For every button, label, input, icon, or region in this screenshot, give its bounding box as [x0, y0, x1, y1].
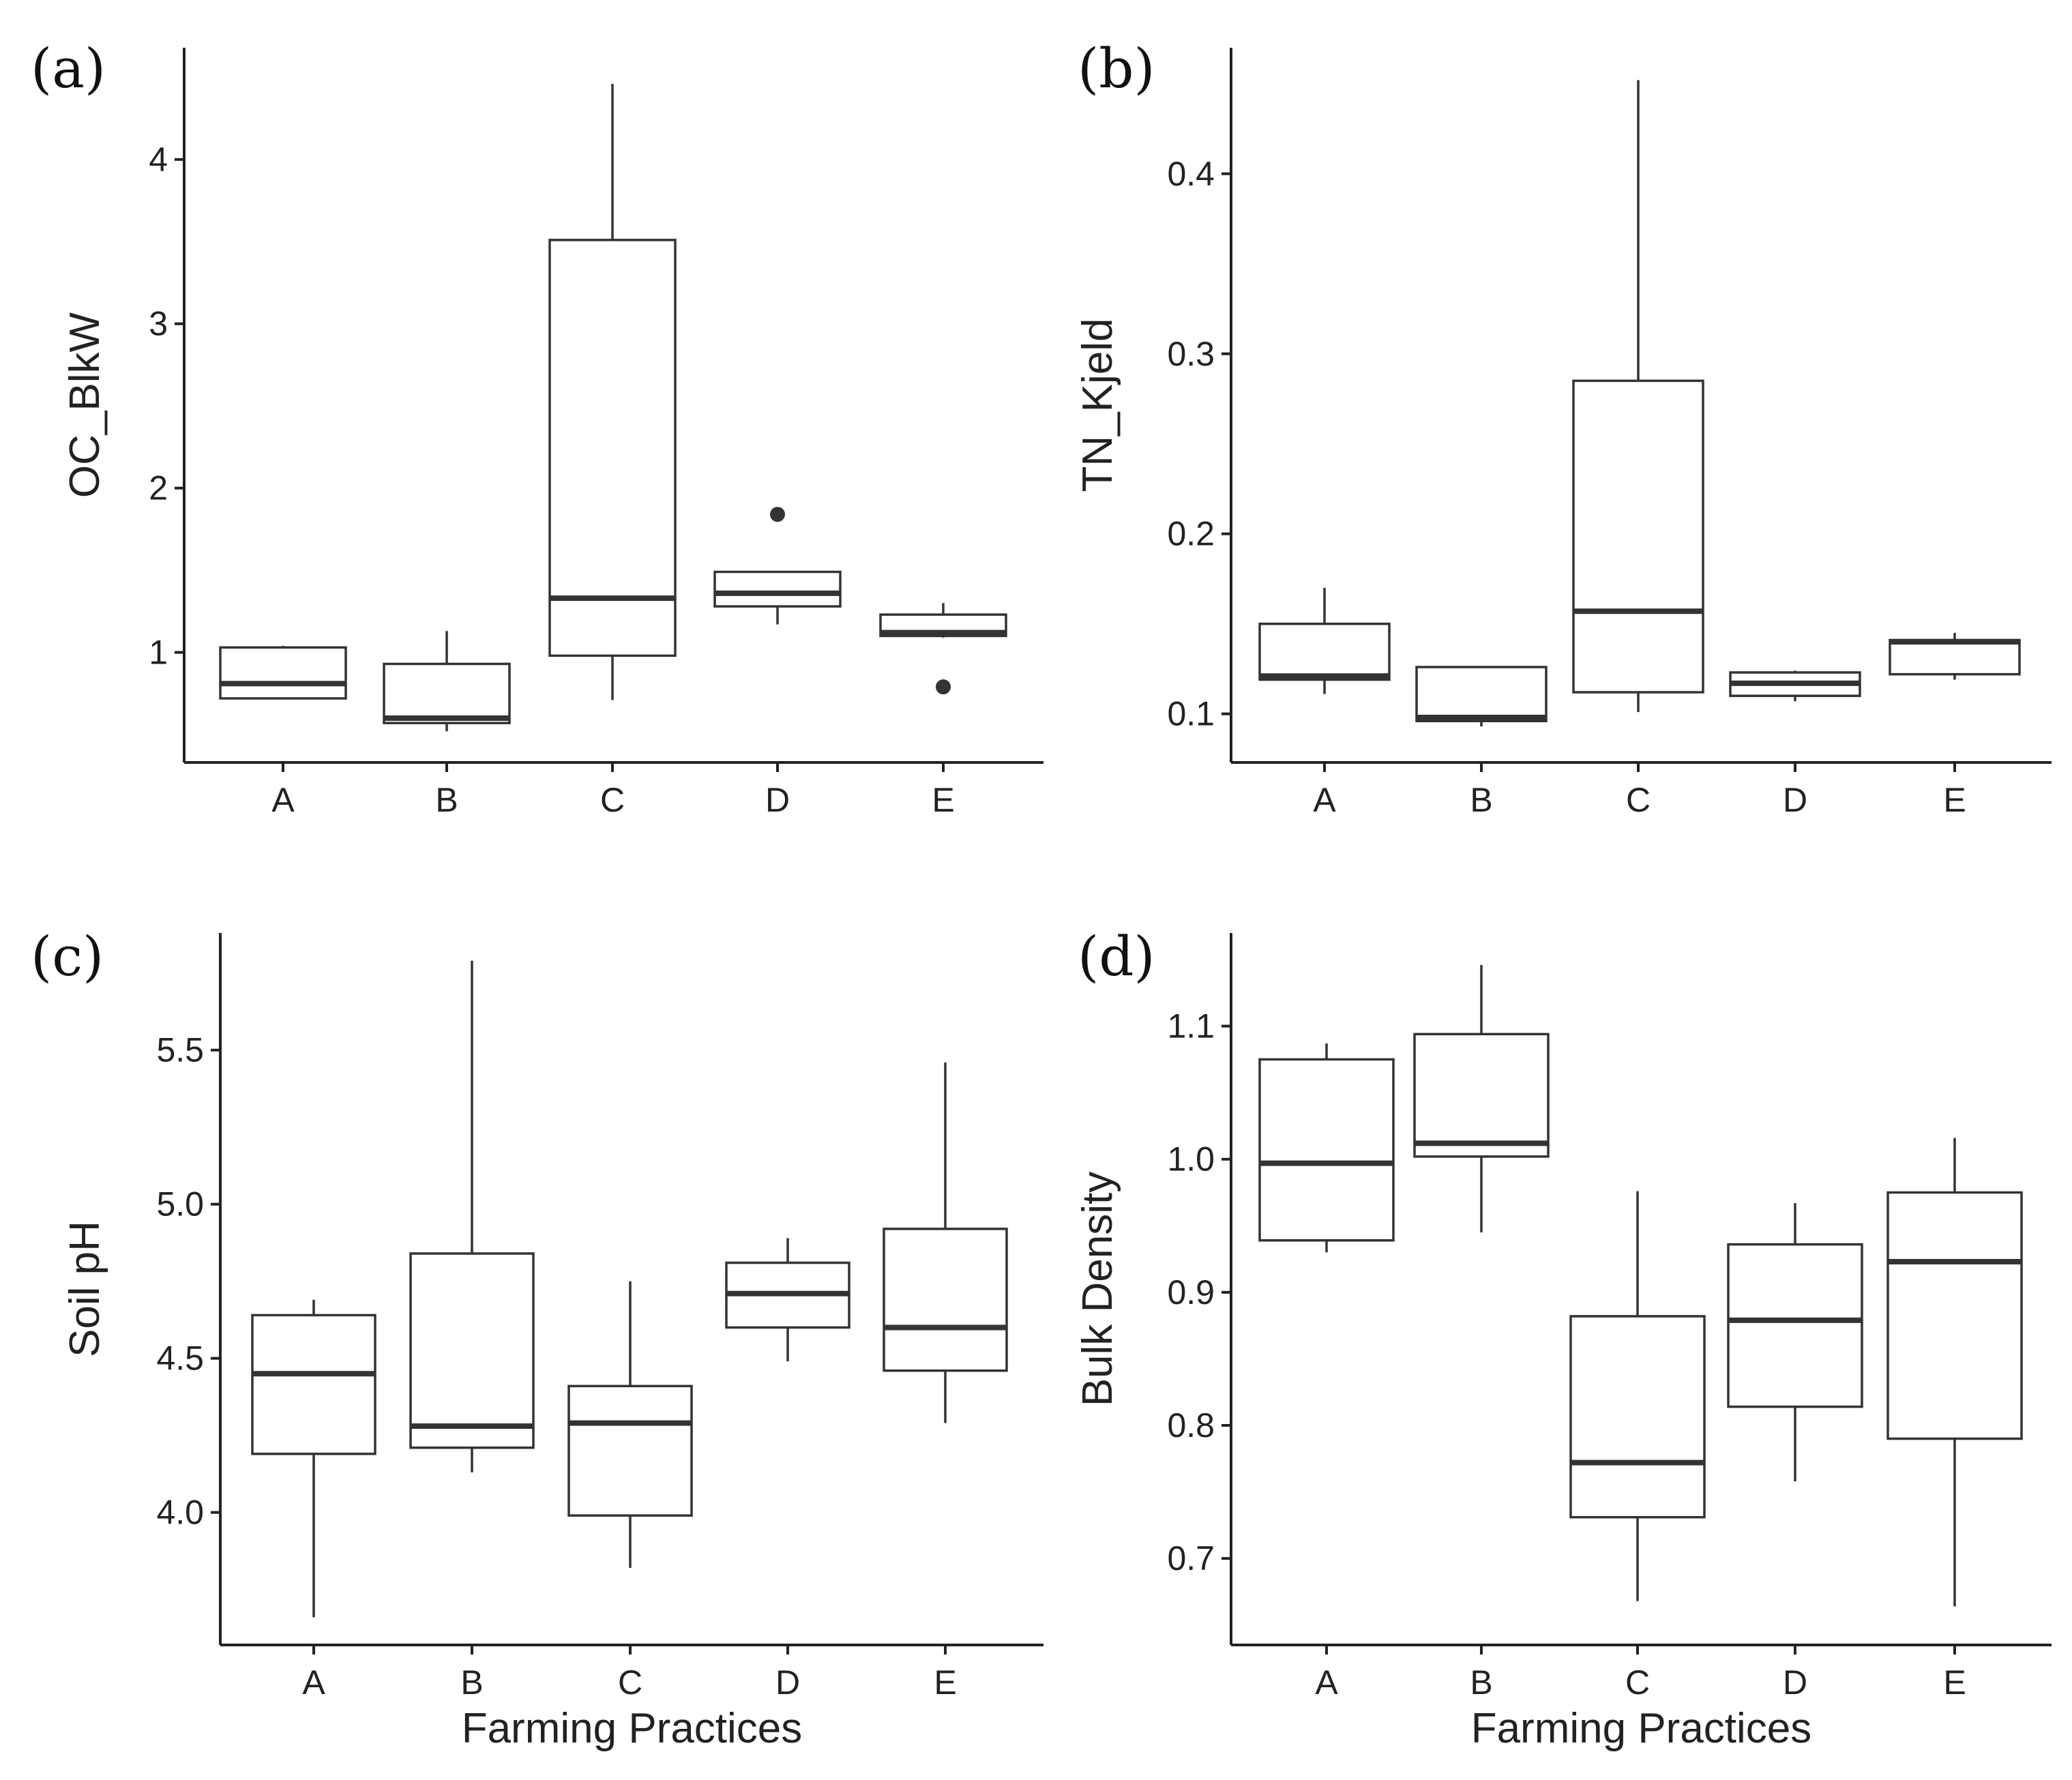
- boxplot-a: [251, 1299, 376, 1618]
- iqr-box: [713, 570, 842, 608]
- x-tick-label: B: [1470, 781, 1492, 819]
- iqr-box: [1886, 1191, 2023, 1440]
- y-axis-title: Bulk Density: [1074, 1172, 1121, 1407]
- outlier-point: [936, 679, 951, 695]
- y-axis-title: Soil pH: [61, 1221, 108, 1357]
- x-tick-label: E: [932, 781, 954, 819]
- iqr-box: [567, 1384, 693, 1517]
- iqr-box: [1258, 1058, 1395, 1242]
- panel-a: (a) 1 2 3 4 A B C D E OC_BlkW: [31, 37, 1044, 819]
- x-tick-label: C: [1626, 781, 1651, 819]
- boxplot-a: [1258, 1043, 1395, 1253]
- iqr-box: [383, 662, 511, 724]
- x-tick-label: D: [1783, 781, 1807, 819]
- x-tick-label: A: [302, 1663, 325, 1702]
- y-tick-label: 4.0: [156, 1494, 204, 1532]
- boxplot-d: [1727, 1203, 1863, 1481]
- boxplot-b: [383, 631, 511, 732]
- boxplot-e: [879, 603, 1007, 695]
- iqr-box: [548, 239, 677, 657]
- y-tick-label: 5.0: [156, 1185, 204, 1223]
- iqr-box: [1569, 1315, 1706, 1519]
- iqr-box: [1413, 1033, 1550, 1158]
- boxplot-b: [1413, 964, 1550, 1233]
- iqr-box: [1258, 622, 1391, 681]
- boxplot-a: [1258, 587, 1391, 694]
- x-axis-title: Farming Practices: [1471, 1705, 1812, 1752]
- boxplot-e: [883, 1062, 1008, 1423]
- boxplot-e: [1886, 1138, 2023, 1607]
- iqr-box: [409, 1252, 535, 1449]
- boxplot-c: [567, 1281, 693, 1569]
- panel-label: (a): [31, 37, 106, 100]
- y-tick-label: 3: [149, 305, 168, 343]
- boxplot-d: [713, 507, 842, 625]
- panel-d: (d) 0.7 0.8 0.9 1.0 1.1 A B C D E Bulk Density Farmi…: [1074, 925, 2052, 1752]
- y-tick-label: 1: [149, 634, 168, 672]
- y-tick-label: 0.2: [1167, 515, 1215, 553]
- iqr-box: [883, 1228, 1008, 1372]
- x-tick-label: A: [1313, 781, 1336, 819]
- panel-label: (c): [31, 925, 104, 988]
- iqr-box: [1572, 379, 1704, 694]
- boxplot-c: [1569, 1191, 1706, 1601]
- y-tick-label: 0.9: [1167, 1273, 1215, 1311]
- boxplot-c: [548, 84, 677, 700]
- x-tick-label: A: [1315, 1663, 1338, 1702]
- y-tick-label: 1.0: [1167, 1140, 1215, 1178]
- y-tick-label: 0.1: [1167, 695, 1215, 733]
- boxplot-e: [1889, 632, 2021, 680]
- y-tick-label: 5.5: [156, 1031, 204, 1069]
- y-axis-title: OC_BlkW: [61, 312, 108, 498]
- y-tick-label: 2: [149, 469, 168, 507]
- x-tick-label: C: [618, 1663, 642, 1702]
- boxplot-b: [409, 960, 535, 1472]
- y-tick-label: 0.7: [1167, 1539, 1215, 1577]
- boxplot-a: [219, 645, 347, 700]
- x-tick-label: D: [775, 1663, 800, 1702]
- panel-label: (b): [1078, 37, 1155, 100]
- y-axis-title: TN_Kjeld: [1074, 318, 1121, 492]
- x-tick-label: E: [1943, 1663, 1966, 1702]
- iqr-box: [1727, 1243, 1863, 1408]
- iqr-box: [1889, 638, 2021, 676]
- x-tick-label: E: [1943, 781, 1966, 819]
- panel-c: (c) 4.0 4.5 5.0 5.5 A B C D E Soil pH Farming Pract…: [31, 925, 1044, 1752]
- y-tick-label: 0.4: [1167, 155, 1215, 193]
- x-tick-label: C: [1625, 1663, 1650, 1702]
- x-tick-label: B: [1470, 1663, 1492, 1702]
- y-tick-label: 0.3: [1167, 335, 1215, 373]
- iqr-box: [219, 646, 347, 700]
- outlier-point: [770, 507, 785, 522]
- x-tick-label: D: [1783, 1663, 1807, 1702]
- x-axis-title: Farming Practices: [462, 1705, 803, 1752]
- x-tick-label: B: [460, 1663, 483, 1702]
- x-tick-label: C: [600, 781, 625, 819]
- boxplot-b: [1415, 666, 1548, 727]
- panel-b: (b) 0.1 0.2 0.3 0.4 A B C D E TN_Kjeld: [1074, 37, 2052, 819]
- y-tick-label: 4: [149, 140, 168, 179]
- x-tick-label: D: [765, 781, 790, 819]
- boxplot-d: [1729, 670, 1861, 702]
- boxplot-d: [725, 1238, 850, 1362]
- y-tick-label: 4.5: [156, 1339, 204, 1378]
- x-tick-label: E: [934, 1663, 956, 1702]
- panel-label: (d): [1078, 925, 1155, 988]
- y-tick-label: 1.1: [1167, 1007, 1215, 1045]
- x-tick-label: A: [271, 781, 295, 819]
- iqr-box: [251, 1314, 376, 1455]
- y-tick-label: 0.8: [1167, 1406, 1215, 1444]
- x-tick-label: B: [435, 781, 458, 819]
- boxplot-c: [1572, 80, 1704, 713]
- iqr-box: [1415, 666, 1548, 723]
